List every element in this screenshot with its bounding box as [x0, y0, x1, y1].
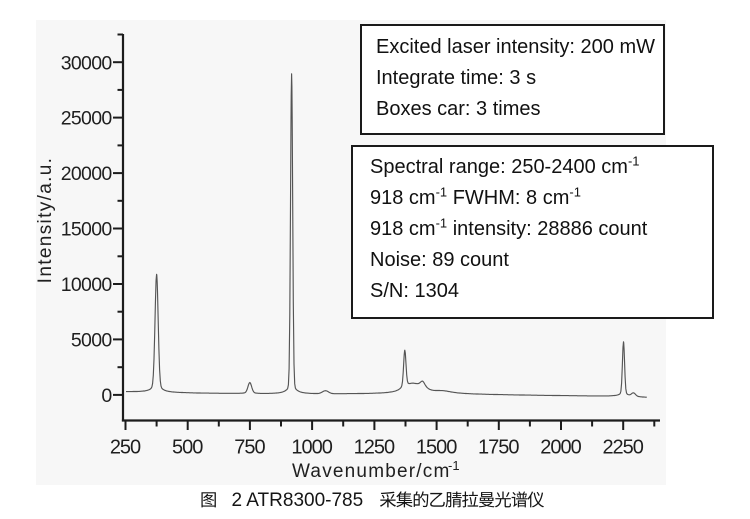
svg-text:5000: 5000 — [71, 330, 112, 352]
svg-text:2 ATR8300-785: 2 ATR8300-785 — [232, 490, 364, 511]
svg-text:Wavenumber/cm: Wavenumber/cm — [292, 461, 451, 482]
svg-text:25000: 25000 — [61, 108, 113, 130]
svg-text:1750: 1750 — [478, 436, 519, 458]
svg-text:Intensity/a.u.: Intensity/a.u. — [35, 157, 56, 284]
svg-text:-1: -1 — [448, 458, 460, 473]
svg-text:30000: 30000 — [61, 52, 113, 74]
svg-text:1000: 1000 — [291, 436, 332, 458]
svg-text:15000: 15000 — [61, 219, 113, 241]
svg-text:20000: 20000 — [61, 163, 113, 185]
svg-text:1250: 1250 — [354, 436, 395, 458]
svg-text:750: 750 — [234, 436, 265, 458]
svg-text:1500: 1500 — [416, 436, 457, 458]
svg-text:2250: 2250 — [602, 436, 643, 458]
svg-text:10000: 10000 — [61, 274, 113, 296]
svg-text:500: 500 — [172, 436, 203, 458]
svg-text:2000: 2000 — [540, 436, 581, 458]
svg-text:0: 0 — [101, 385, 112, 407]
svg-text:250: 250 — [110, 436, 141, 458]
